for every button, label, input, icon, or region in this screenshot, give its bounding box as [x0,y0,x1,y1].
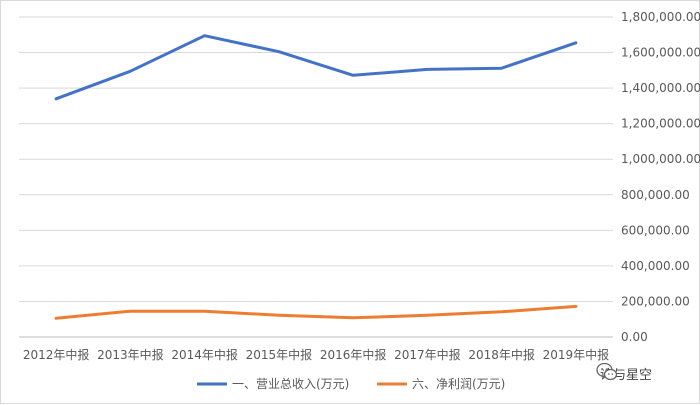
x-axis-ticks: 2012年中报 2013年中报 2014年中报 2015年中报 2016年中报 2017年… [23,347,609,362]
wechat-icon [596,362,618,381]
y-tick-label: 1,000,000.00 [621,152,700,166]
legend: 一、营业总收入(万元) 六、净利润(万元) [197,377,505,391]
y-tick-label: 1,400,000.00 [621,81,700,95]
y-tick-label: 1,200,000.00 [621,117,700,131]
y-tick-label: 1,800,000.00 [621,10,700,24]
series-line-1 [54,34,578,101]
x-tick-label: 2018年中报 [468,347,535,362]
x-tick-label: 2013年中报 [97,347,164,362]
y-tick-label: 400,000.00 [621,259,690,273]
x-tick-label: 2017年中报 [394,347,461,362]
x-tick-label: 2015年中报 [246,347,313,362]
x-tick-label: 2019年中报 [543,347,610,362]
series-lines [54,34,578,320]
y-tick-label: 600,000.00 [621,223,690,237]
y-tick-label: 0.00 [621,330,648,344]
x-tick-label: 2012年中报 [23,347,90,362]
watermark: 诗与星空 [596,362,652,384]
gridlines [19,16,613,338]
y-axis-ticks: 0.00 200,000.00 400,000.00 600,000.00 800,00… [621,10,700,344]
x-tick-label: 2014年中报 [171,347,238,362]
y-tick-label: 200,000.00 [621,294,690,308]
legend-label: 一、营业总收入(万元) [232,377,349,391]
series-line-2 [54,304,578,320]
x-tick-label: 2016年中报 [320,347,387,362]
y-tick-label: 1,600,000.00 [621,46,700,60]
legend-label: 六、净利润(万元) [412,377,505,391]
y-tick-label: 800,000.00 [621,188,690,202]
